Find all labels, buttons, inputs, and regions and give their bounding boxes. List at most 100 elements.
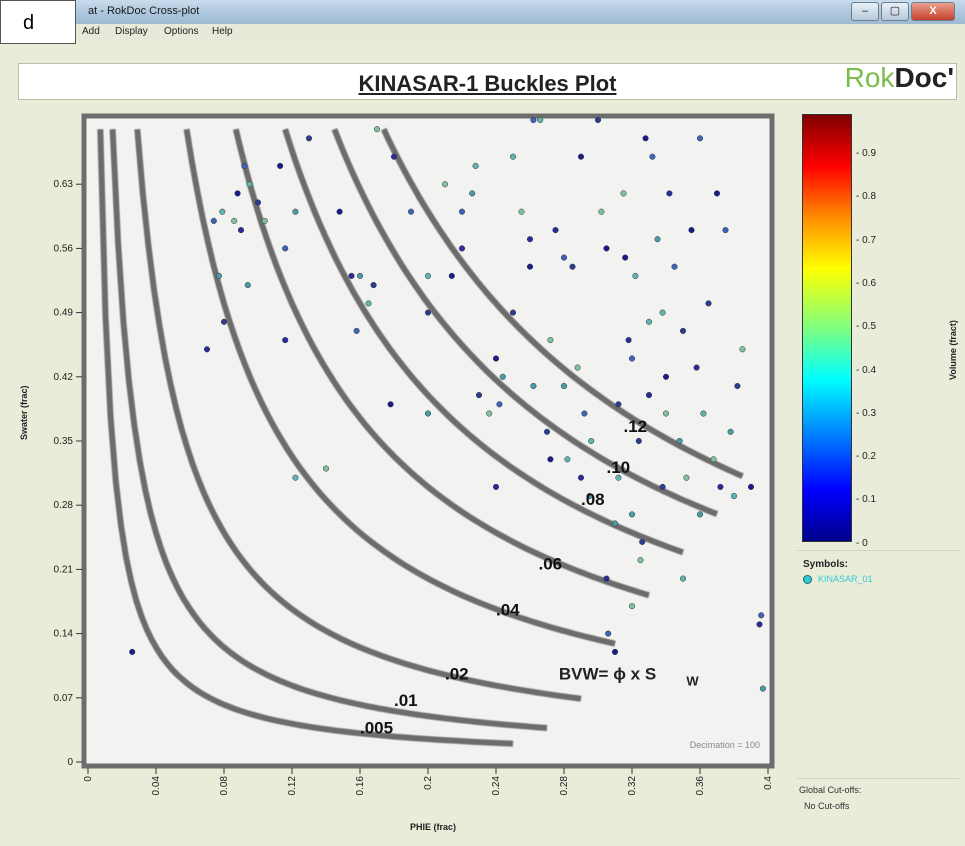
colorbar-tick-label: - 0.1 <box>856 494 877 506</box>
data-point <box>458 208 466 215</box>
data-point <box>560 254 568 261</box>
legend-circle-icon <box>803 575 812 585</box>
x-tick-label: 0.36 <box>695 776 706 796</box>
data-point <box>220 318 228 325</box>
plot-title-bar: KINASAR-1 Buckles Plot RokDoc' <box>18 62 957 100</box>
data-point <box>734 382 741 390</box>
data-point <box>441 181 449 188</box>
data-point <box>581 410 588 417</box>
y-tick-label: 0.14 <box>54 629 74 640</box>
data-point <box>662 373 670 380</box>
data-point <box>679 327 687 334</box>
data-point <box>365 300 372 307</box>
data-point <box>348 272 355 279</box>
data-point <box>547 456 554 463</box>
data-point <box>241 162 248 169</box>
menu-help[interactable]: Help <box>212 26 233 37</box>
minimize-button[interactable]: – <box>851 2 879 21</box>
bvw-curve-label: .01 <box>394 691 418 710</box>
maximize-button[interactable]: ▢ <box>881 2 909 21</box>
data-point <box>387 401 394 408</box>
data-point <box>577 474 585 481</box>
bvw-curve <box>97 129 514 747</box>
data-point <box>244 282 251 289</box>
bvw-curve-label: .06 <box>539 554 563 573</box>
data-point <box>234 190 241 197</box>
data-point <box>611 648 619 655</box>
bvw-curve-label: .10 <box>607 458 631 477</box>
legend-item-kinasar[interactable]: KINASAR_01 <box>803 574 873 585</box>
x-tick-label: 0.32 <box>627 776 638 796</box>
data-point <box>645 318 653 325</box>
colorbar-tick-label: - 0.9 <box>856 148 877 159</box>
data-point <box>564 456 571 463</box>
bvw-curve <box>380 127 744 479</box>
menu-options[interactable]: Options <box>164 26 199 37</box>
bvw-curve <box>232 128 650 599</box>
data-point <box>469 190 476 197</box>
data-point <box>254 199 262 206</box>
data-point <box>615 401 622 408</box>
logo-text-light: Rok <box>844 62 895 93</box>
data-point <box>336 208 343 215</box>
data-point <box>277 162 284 169</box>
data-point <box>407 208 415 215</box>
data-point <box>547 337 554 344</box>
data-point <box>353 327 360 334</box>
data-point <box>472 162 479 169</box>
menu-display[interactable]: Display <box>115 26 148 37</box>
plot-frame <box>81 113 775 769</box>
data-point <box>717 483 724 490</box>
y-tick-label: 0 <box>67 757 73 768</box>
data-point <box>756 621 763 628</box>
data-point <box>203 346 211 353</box>
x-axis-label: PHIE (frac) <box>410 822 457 832</box>
bvw-curve-label: .12 <box>624 417 648 436</box>
data-point <box>625 337 632 344</box>
data-point <box>526 236 534 243</box>
colorbar-tick-label: - 0.2 <box>856 451 877 463</box>
data-point <box>475 392 483 399</box>
menu-bar: Add Display Options Help <box>0 24 965 40</box>
symbols-title: Symbols: <box>803 559 849 570</box>
bvw-curve-label: .02 <box>445 665 469 684</box>
data-point <box>574 364 581 371</box>
close-button[interactable]: X <box>911 2 955 21</box>
data-point <box>486 410 493 417</box>
data-point <box>518 208 525 215</box>
data-point <box>577 153 585 160</box>
data-point <box>705 300 712 307</box>
menu-add[interactable]: Add <box>82 26 100 37</box>
data-point <box>552 227 559 234</box>
data-point <box>654 236 661 243</box>
data-point <box>586 492 593 500</box>
data-point <box>628 603 636 610</box>
data-point <box>492 483 500 490</box>
data-point <box>292 208 299 215</box>
data-point <box>370 282 377 289</box>
data-point <box>424 410 432 417</box>
data-point <box>356 272 364 279</box>
data-point <box>282 337 289 344</box>
y-tick-label: 0.21 <box>54 564 74 575</box>
data-point <box>693 364 700 371</box>
data-point <box>458 245 466 252</box>
data-point <box>758 612 765 619</box>
data-point <box>639 538 646 545</box>
y-tick-label: 0.49 <box>54 308 74 319</box>
data-point <box>237 227 245 234</box>
x-tick-label: 0.4 <box>763 776 774 790</box>
data-point <box>659 483 666 490</box>
data-point <box>622 254 629 261</box>
data-point <box>526 263 534 270</box>
x-tick-label: 0.28 <box>559 776 570 796</box>
x-tick-label: 0.16 <box>355 776 366 796</box>
colorbar-tick-label: - 0.8 <box>856 191 877 203</box>
data-point <box>509 309 517 316</box>
data-point <box>448 272 455 279</box>
data-point <box>662 410 670 417</box>
data-point <box>727 428 734 435</box>
colorbar-label: Volume (fract) <box>948 320 958 380</box>
window-controls: – ▢ X <box>851 2 955 21</box>
